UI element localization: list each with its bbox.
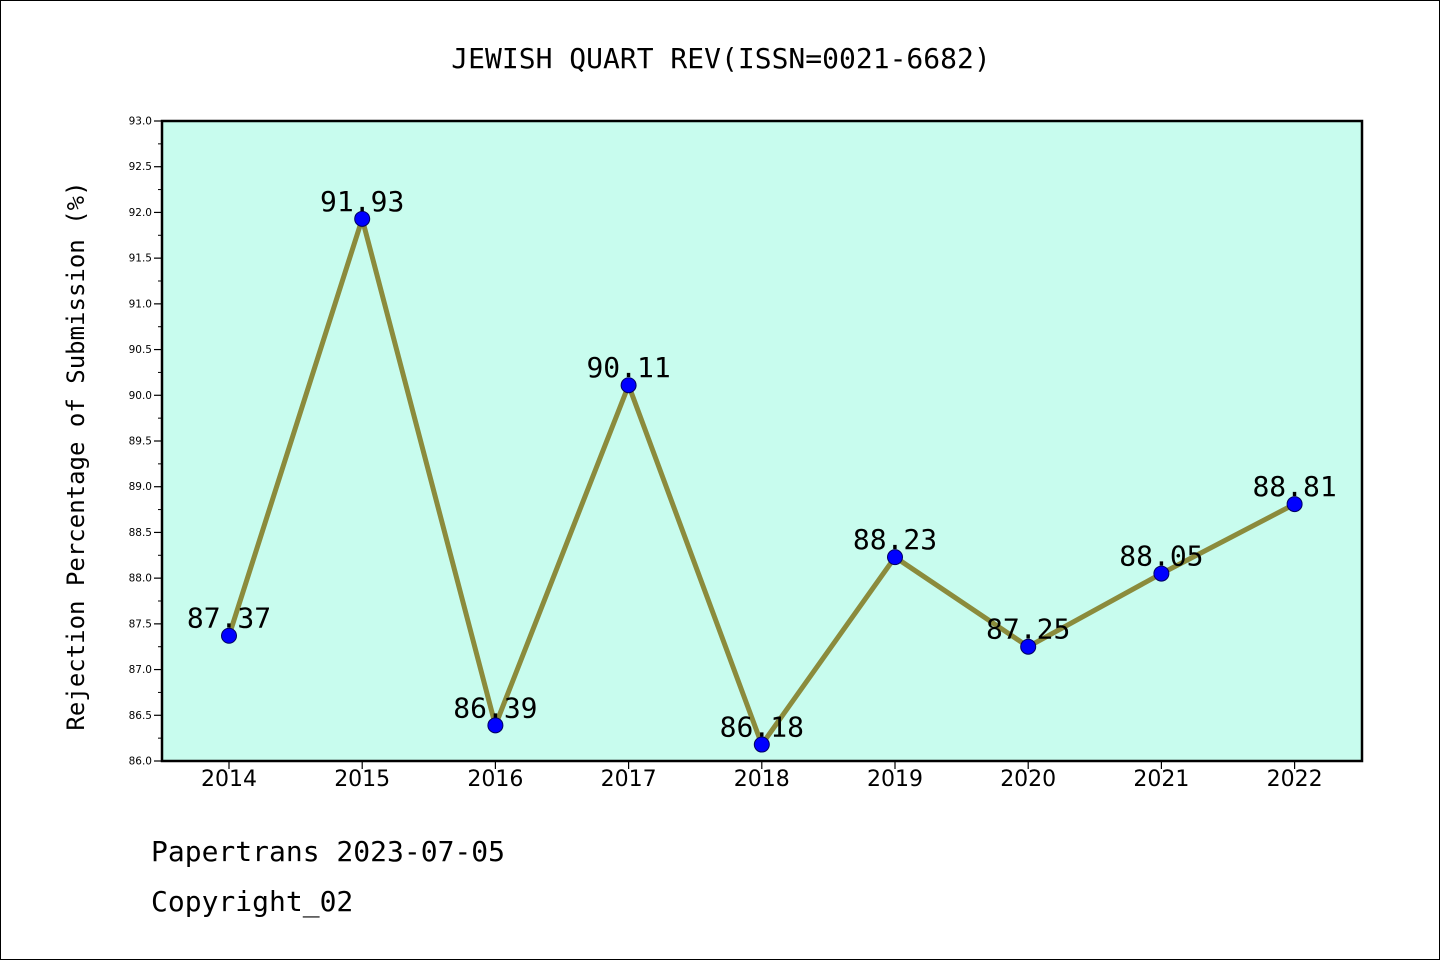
- data-point: [221, 627, 237, 644]
- x-tick-label: 2017: [601, 767, 657, 792]
- data-label: 87.25: [986, 613, 1070, 646]
- data-point: [620, 377, 637, 394]
- data-point: [1020, 638, 1037, 655]
- data-point: [753, 736, 770, 753]
- data-label: 86.18: [720, 711, 804, 744]
- y-tick-label: 93.0: [129, 116, 152, 128]
- data-markers: [221, 210, 1303, 753]
- y-tick-label: 90.5: [129, 344, 152, 356]
- data-label: 88.23: [853, 523, 937, 556]
- y-axis: 86.0 86.5 87.0 87.5 88.0 88.5 89.0 89.5 90.0 90.5…: [129, 116, 162, 768]
- x-tick-label: 2018: [734, 767, 790, 792]
- data-point: [887, 549, 903, 566]
- y-axis-label: Rejection Percentage of Submission (%): [62, 181, 90, 730]
- x-tick-label: 2019: [867, 767, 923, 792]
- y-tick-label: 87.0: [129, 664, 152, 676]
- y-tick-label: 89.5: [129, 436, 152, 448]
- footer-copyright: Copyright_02: [151, 885, 354, 918]
- y-tick-label: 88.5: [129, 527, 152, 539]
- y-tick-label: 88.0: [129, 573, 152, 585]
- data-label: 87.37: [187, 602, 271, 635]
- data-label: 88.81: [1252, 470, 1336, 503]
- data-label: 91.93: [320, 185, 404, 218]
- data-label: 88.05: [1119, 540, 1203, 573]
- y-tick-label: 86.0: [129, 756, 152, 768]
- y-tick-label: 92.5: [129, 161, 152, 173]
- y-tick-label: 90.0: [129, 390, 152, 402]
- y-tick-label: 91.0: [129, 298, 152, 310]
- y-tick-label: 92.0: [129, 207, 152, 219]
- data-point: [1286, 496, 1303, 513]
- data-point: [354, 210, 371, 227]
- data-point: [1153, 565, 1170, 582]
- x-tick-label: 2020: [1000, 767, 1056, 792]
- data-label: 86.39: [453, 691, 537, 724]
- x-tick-label: 2022: [1267, 767, 1323, 792]
- data-point: [487, 717, 504, 734]
- data-labels: 87.37 91.93 86.39 90.11 86.18 88.23 87.25 88.05…: [187, 185, 1337, 744]
- y-tick-label: 89.0: [129, 481, 152, 493]
- x-tick-label: 2015: [334, 767, 390, 792]
- x-tick-label: 2016: [467, 767, 523, 792]
- y-tick-label: 91.5: [129, 253, 152, 265]
- y-tick-label: 87.5: [129, 618, 152, 630]
- footer-date: Papertrans 2023-07-05: [151, 835, 506, 868]
- y-tick-label: 86.5: [129, 710, 152, 722]
- x-tick-label: 2014: [201, 767, 257, 792]
- chart-title: JEWISH QUART REV(ISSN=0021-6682): [451, 42, 990, 75]
- data-label: 90.11: [586, 351, 670, 384]
- x-tick-label: 2021: [1133, 767, 1189, 792]
- x-axis: 2014 2015 2016 2017 2018 2019 2020 2021 2022: [201, 761, 1323, 792]
